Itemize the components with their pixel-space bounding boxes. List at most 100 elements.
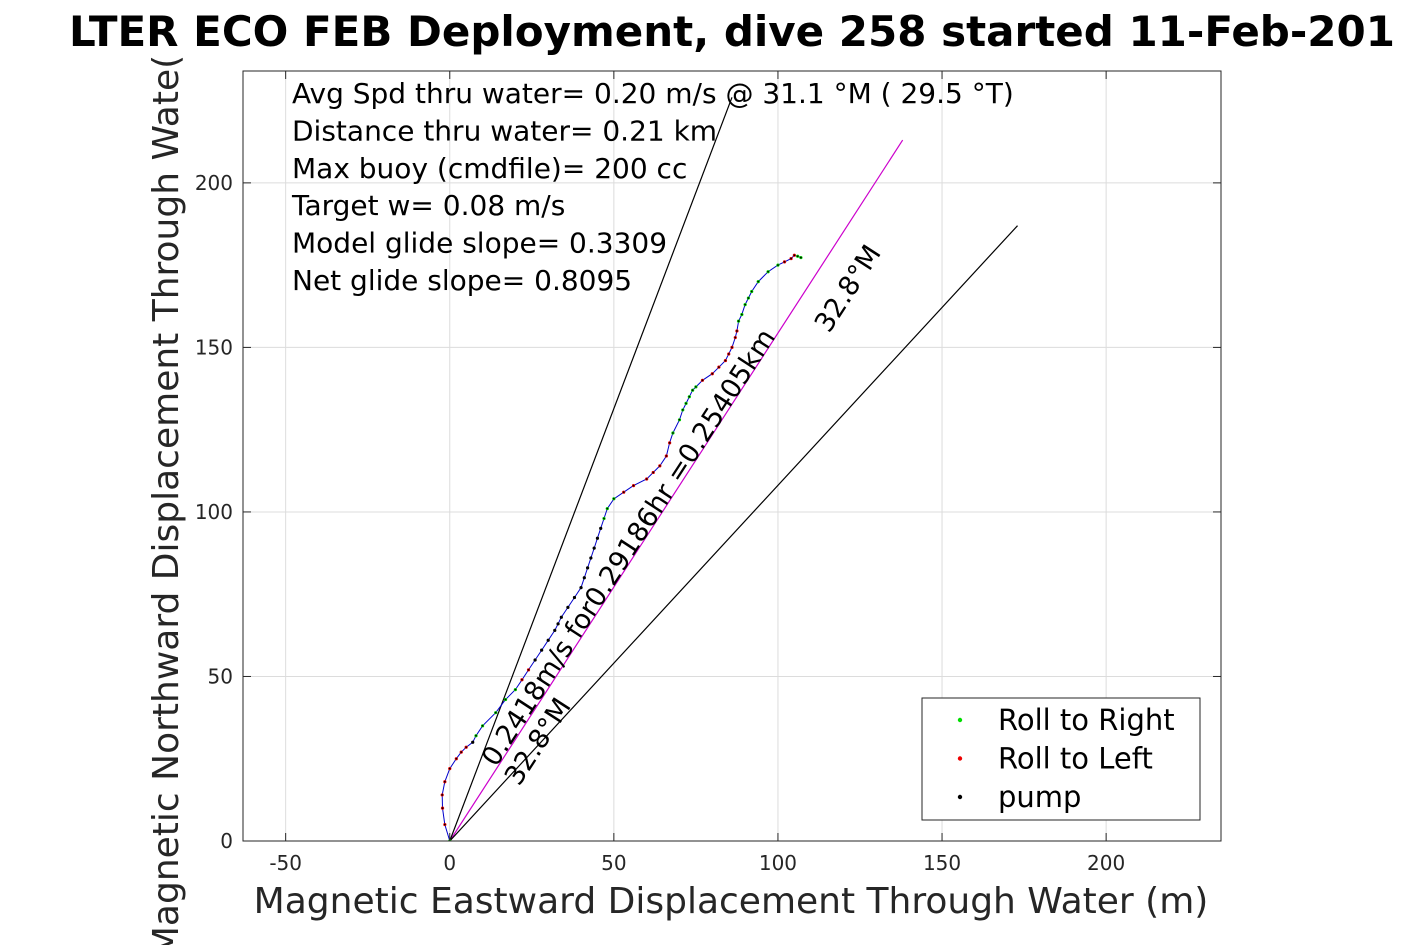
pump-point — [800, 256, 802, 259]
pump-point — [731, 346, 733, 349]
x-tick-label: 150 — [923, 851, 961, 875]
pump-point — [790, 257, 792, 260]
y-tick-label: 200 — [195, 171, 233, 195]
x-tick-label: -50 — [269, 851, 302, 875]
pump-point — [793, 254, 796, 257]
pump-point — [672, 432, 674, 434]
pump-point — [691, 389, 694, 392]
pump-point — [757, 280, 760, 283]
pump-point — [599, 527, 602, 530]
pump-point — [583, 576, 586, 579]
y-tick-label: 100 — [195, 500, 233, 524]
pump-point — [540, 649, 543, 652]
reference-line-heading — [449, 139, 904, 841]
pump-point — [767, 270, 770, 273]
pump-point — [580, 586, 582, 589]
pump-point — [547, 639, 550, 642]
ticks — [243, 71, 1221, 842]
y-tick-label: 0 — [220, 829, 233, 853]
pump-point — [560, 616, 563, 619]
legend-marker — [957, 717, 963, 723]
x-axis-label: Magnetic Eastward Displacement Through W… — [254, 881, 1209, 922]
y-tick-label: 50 — [208, 664, 233, 688]
pump-point — [557, 622, 559, 625]
pump-point — [603, 517, 605, 520]
pump-point — [694, 385, 697, 388]
pump-point — [750, 290, 753, 293]
pump-point — [645, 478, 648, 480]
legend-marker — [957, 794, 963, 800]
annotations: Avg Spd thru water= 0.20 m/s @ 31.1 °M (… — [291, 77, 1014, 297]
pump-point — [586, 566, 589, 569]
pump-point — [796, 255, 799, 258]
legend-label: Roll to Left — [998, 742, 1153, 776]
annotation-line: Distance thru water= 0.21 km — [292, 114, 717, 147]
track-line — [441, 254, 802, 841]
legend-marker — [957, 756, 963, 761]
pump-point — [494, 711, 497, 714]
pump-point — [632, 484, 635, 487]
pump-point — [443, 823, 446, 826]
pump-point — [593, 547, 596, 550]
legend-label: pump — [998, 780, 1081, 814]
reference-line-cone-right — [449, 225, 1018, 841]
x-tick-label: 0 — [443, 851, 456, 875]
chart-title: LTER ECO FEB Deployment, dive 258 starte… — [69, 7, 1395, 56]
legend-box — [921, 697, 1201, 821]
track — [440, 253, 803, 841]
pump-point — [465, 746, 468, 749]
x-tick-label: 50 — [601, 851, 626, 875]
pump-point — [740, 313, 743, 316]
annotation-line: Model glide slope= 0.3309 — [292, 227, 667, 260]
annotation-line: Max buoy (cmdfile)= 200 cc — [292, 152, 687, 185]
pump-point — [534, 659, 536, 661]
pump-point — [681, 409, 684, 411]
pump-point — [783, 260, 786, 263]
pump-point — [668, 441, 671, 444]
reference-lines — [449, 97, 1018, 841]
legend-label: Roll to Right — [998, 703, 1175, 737]
pump-point — [711, 372, 714, 375]
pump-point — [589, 557, 592, 559]
pump-point — [553, 629, 556, 632]
pump-point — [514, 688, 517, 691]
pump-point — [717, 366, 720, 369]
annotation-line: Target w= 0.08 m/s — [291, 189, 565, 222]
y-axis-label: Magnetic Northward Displacement Through … — [146, 55, 187, 945]
pump-point — [665, 455, 668, 457]
pump-point — [652, 471, 655, 474]
pump-point — [734, 336, 737, 339]
pump-point — [612, 497, 615, 500]
y-tick-label: 150 — [195, 335, 233, 359]
pump-point — [658, 464, 661, 467]
pump-point — [448, 767, 451, 770]
pump-point — [678, 418, 681, 421]
x-tick-label: 100 — [759, 851, 797, 875]
annotation-line: Avg Spd thru water= 0.20 m/s @ 31.1 °M (… — [292, 77, 1014, 110]
pump-point — [685, 402, 687, 405]
pump-point — [471, 741, 474, 744]
pump-point — [622, 491, 625, 494]
pump-point — [455, 757, 458, 760]
pump-point — [736, 330, 738, 332]
reference-line-cone-left — [449, 97, 733, 841]
y-tick-labels: 0 50 100 150 200 — [195, 171, 233, 853]
pump-point — [527, 668, 530, 671]
pump-point — [521, 678, 523, 681]
pump-point — [747, 297, 750, 299]
pump-point — [567, 606, 569, 609]
pump-point — [606, 507, 609, 510]
pump-point — [475, 734, 477, 737]
pump-point — [744, 303, 747, 306]
pump-point — [441, 807, 444, 809]
annotation-line: Net glide slope= 0.8095 — [292, 264, 632, 297]
x-tick-label: 200 — [1087, 851, 1125, 875]
pump-point — [460, 751, 463, 754]
legend: Roll to Right Roll to Left pump — [921, 697, 1201, 821]
axes-frame — [242, 70, 1222, 842]
pump-point — [504, 698, 507, 701]
pump-point — [596, 537, 599, 540]
pump-point — [688, 395, 691, 398]
pump-point — [481, 724, 484, 727]
